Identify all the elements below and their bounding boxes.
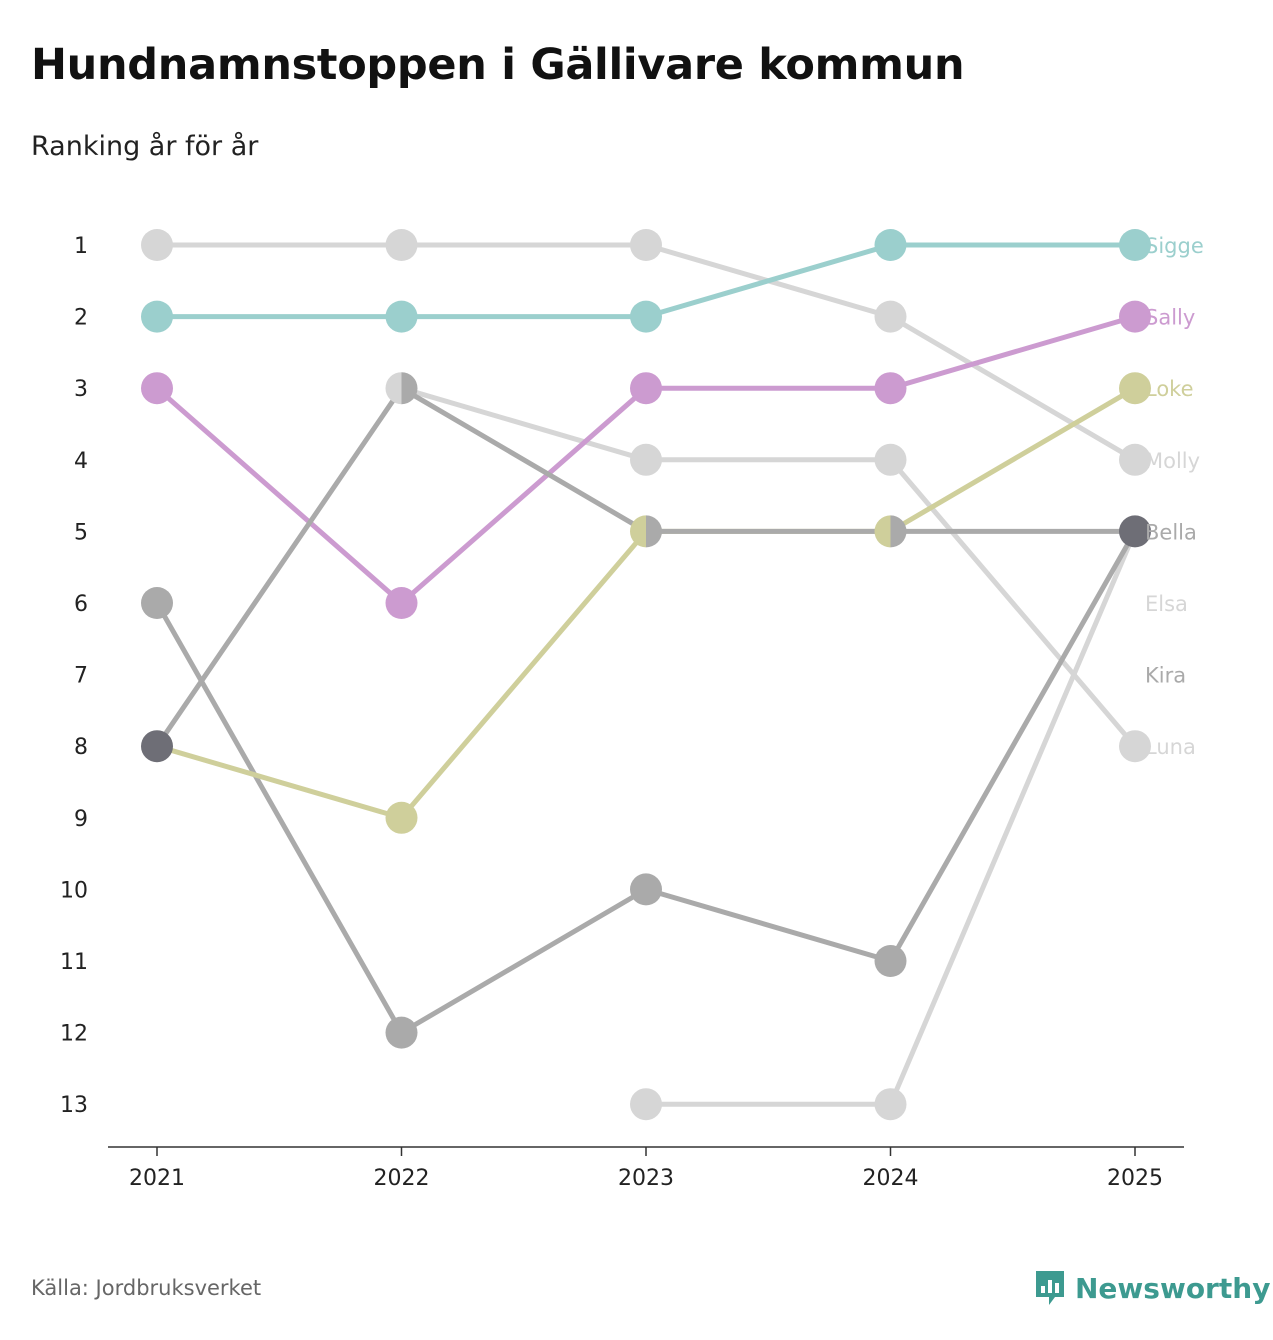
y-tick-label-8: 8 bbox=[74, 735, 88, 760]
end-label-kira: Kira bbox=[1145, 664, 1186, 688]
point-kira-2021 bbox=[141, 587, 173, 619]
y-tick-label-11: 11 bbox=[60, 950, 88, 975]
y-tick-label-5: 5 bbox=[74, 520, 88, 545]
series-line-kira bbox=[154, 528, 1138, 1036]
point-kira-2024 bbox=[874, 945, 907, 977]
y-tick-label-7: 7 bbox=[74, 664, 88, 689]
chart-subtitle: Ranking år för år bbox=[31, 131, 259, 162]
point-luna-2025 bbox=[1119, 730, 1151, 763]
point-bella-2025 bbox=[1119, 515, 1151, 548]
point-elsa-2023 bbox=[630, 1088, 662, 1121]
x-tick-label-2023: 2023 bbox=[618, 1166, 674, 1191]
point-kira-2023 bbox=[630, 873, 662, 906]
point-sigge-2025 bbox=[1119, 229, 1151, 261]
point-molly-2024 bbox=[874, 300, 907, 333]
point-sigge-2023 bbox=[630, 300, 662, 333]
brand-logo: Newsworthy bbox=[1033, 1268, 1270, 1308]
y-tick-label-13: 13 bbox=[60, 1093, 88, 1118]
end-label-loke: Loke bbox=[1145, 377, 1194, 401]
point-sigge-2021 bbox=[141, 300, 173, 333]
point-luna-2022 bbox=[385, 372, 402, 405]
point-loke-2025 bbox=[1119, 372, 1151, 405]
chart-title: Hundnamnstoppen i Gällivare kommun bbox=[31, 40, 965, 90]
point-luna-2024 bbox=[874, 443, 907, 476]
point-bella-2022 bbox=[401, 372, 418, 405]
point-luna-2023 bbox=[630, 443, 662, 476]
point-bella-2024 bbox=[890, 515, 907, 548]
y-tick-label-10: 10 bbox=[60, 878, 88, 903]
y-tick-label-12: 12 bbox=[60, 1022, 88, 1047]
point-sally-2021 bbox=[141, 372, 173, 405]
source-note: Källa: Jordbruksverket bbox=[31, 1276, 262, 1300]
point-sigge-2024 bbox=[874, 229, 907, 261]
end-label-bella: Bella bbox=[1145, 520, 1197, 544]
point-molly-2025 bbox=[1119, 443, 1151, 476]
x-tick-label-2024: 2024 bbox=[863, 1166, 919, 1191]
y-tick-label-4: 4 bbox=[74, 449, 88, 474]
y-tick-label-9: 9 bbox=[74, 807, 88, 832]
x-axis: 2021 2022 2023 2024 2025 bbox=[108, 1146, 1184, 1191]
end-label-molly: Molly bbox=[1145, 449, 1200, 473]
point-loke-2023 bbox=[630, 515, 646, 548]
x-tick-label-2021: 2021 bbox=[129, 1166, 185, 1191]
series-line-luna bbox=[399, 385, 1138, 749]
point-sally-2025 bbox=[1119, 300, 1151, 333]
point-molly-2022 bbox=[385, 229, 418, 261]
point-sigge-2022 bbox=[385, 300, 418, 333]
point-molly-2021 bbox=[141, 229, 173, 261]
end-label-luna: Luna bbox=[1145, 735, 1196, 759]
point-kira-2022 bbox=[385, 1016, 418, 1049]
end-label-sigge: Sigge bbox=[1145, 234, 1204, 258]
series-line-molly bbox=[154, 242, 1138, 463]
series-line-elsa bbox=[643, 528, 1138, 1107]
series-line-bella bbox=[154, 385, 1138, 749]
end-label-sally: Sally bbox=[1145, 306, 1195, 330]
brand-name: Newsworthy bbox=[1075, 1271, 1271, 1305]
y-tick-label-2: 2 bbox=[74, 306, 88, 331]
point-bella-2023 bbox=[646, 515, 662, 548]
newsworthy-logo-icon bbox=[1036, 1271, 1064, 1305]
point-sally-2024 bbox=[874, 372, 907, 405]
point-bella-2021 bbox=[141, 730, 173, 763]
y-tick-label-6: 6 bbox=[74, 592, 88, 617]
point-elsa-2024 bbox=[874, 1088, 907, 1121]
point-loke-2022 bbox=[385, 801, 418, 834]
end-label-elsa: Elsa bbox=[1145, 592, 1188, 616]
point-loke-2024 bbox=[874, 515, 891, 548]
point-sally-2022 bbox=[385, 587, 418, 619]
x-tick-label-2025: 2025 bbox=[1107, 1166, 1163, 1191]
end-labels: Sigge Sally Loke Molly Bella Elsa Kira Luna bbox=[1145, 234, 1204, 759]
y-tick-label-1: 1 bbox=[74, 234, 88, 259]
series-points bbox=[141, 229, 1151, 1121]
point-sally-2023 bbox=[630, 372, 662, 405]
x-tick-label-2022: 2022 bbox=[374, 1166, 430, 1191]
y-tick-label-3: 3 bbox=[74, 377, 88, 402]
point-molly-2023 bbox=[630, 229, 662, 261]
